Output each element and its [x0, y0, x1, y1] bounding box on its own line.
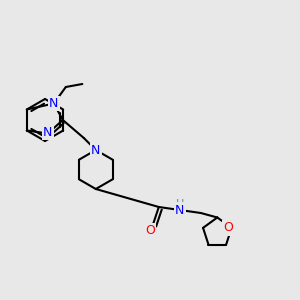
Text: N: N: [91, 143, 101, 157]
Text: O: O: [145, 224, 155, 238]
Text: H: H: [176, 199, 184, 209]
Text: O: O: [224, 221, 233, 234]
Text: N: N: [175, 203, 184, 217]
Text: N: N: [49, 97, 58, 110]
Text: N: N: [43, 125, 52, 139]
